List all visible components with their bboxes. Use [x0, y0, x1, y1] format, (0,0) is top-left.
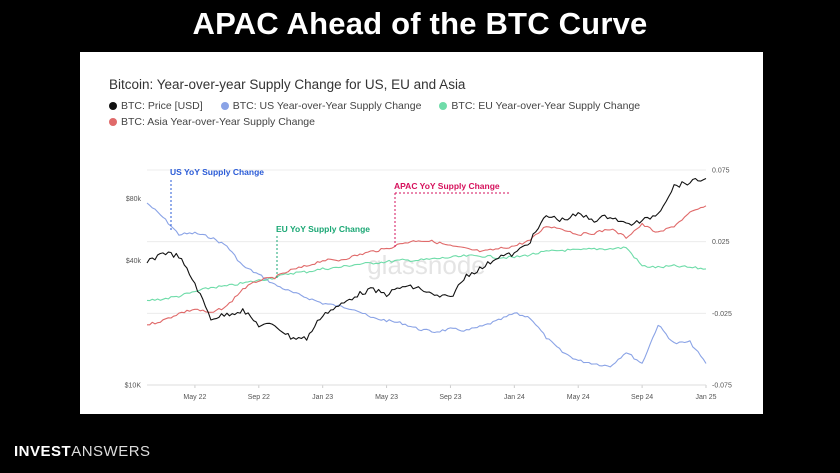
- left-tick-label: $80k: [126, 196, 142, 203]
- apac-annotation-label: APAC YoY Supply Change: [394, 181, 500, 191]
- x-tick-label: May 22: [183, 394, 206, 401]
- x-tick-label: Jan 25: [695, 394, 716, 401]
- legend-label-asia: BTC: Asia Year-over-Year Supply Change: [121, 116, 315, 128]
- legend-item-us[interactable]: BTC: US Year-over-Year Supply Change: [220, 100, 422, 112]
- legend-swatch-asia: [109, 118, 117, 126]
- left-tick-label: $10K: [125, 383, 142, 390]
- legend-row-2: BTC: Asia Year-over-Year Supply Change: [109, 114, 658, 130]
- us-annotation-label: US YoY Supply Change: [170, 167, 264, 177]
- chart-title: Bitcoin: Year-over-year Supply Change fo…: [109, 77, 466, 92]
- legend-item-price[interactable]: BTC: Price [USD]: [109, 100, 203, 112]
- right-tick-label: -0.025: [712, 311, 732, 318]
- slide-title: APAC Ahead of the BTC Curve: [192, 6, 648, 41]
- x-tick-label: Sep 24: [631, 394, 653, 401]
- us-supply-series-line: [146, 202, 707, 368]
- legend-label-price: BTC: Price [USD]: [121, 100, 203, 112]
- brand-light-text: ANSWERS: [71, 443, 151, 460]
- brand-logo: INVESTANSWERS: [14, 443, 151, 460]
- legend-label-eu: BTC: EU Year-over-Year Supply Change: [451, 100, 641, 112]
- legend-swatch-eu: [439, 102, 448, 110]
- right-tick-label: -0.075: [712, 383, 732, 390]
- x-tick-label: Sep 22: [248, 394, 270, 401]
- legend-swatch-us: [220, 102, 229, 110]
- chart-legend: BTC: Price [USD] BTC: US Year-over-Year …: [109, 98, 658, 130]
- left-tick-label: $40k: [126, 258, 142, 265]
- x-tick-label: May 24: [567, 394, 590, 401]
- x-tick-label: Jan 23: [312, 394, 333, 401]
- right-tick-label: 0.025: [712, 239, 730, 246]
- right-tick-label: 0.075: [712, 168, 730, 175]
- legend-item-asia[interactable]: BTC: Asia Year-over-Year Supply Change: [109, 116, 315, 128]
- legend-item-eu[interactable]: BTC: EU Year-over-Year Supply Change: [439, 100, 640, 112]
- brand-bold-text: INVEST: [14, 443, 72, 460]
- x-tick-label: Jan 24: [504, 394, 525, 401]
- line-chart: 0.075 0.025 -0.025 -0.075 $10K $40k $80k May 22…: [125, 167, 732, 401]
- x-tick-label: May 23: [375, 394, 398, 401]
- legend-row-1: BTC: Price [USD] BTC: US Year-over-Year …: [109, 98, 658, 114]
- x-tick-label: Sep 23: [439, 394, 461, 401]
- legend-swatch-price: [109, 102, 117, 110]
- legend-label-us: BTC: US Year-over-Year Supply Change: [232, 100, 422, 112]
- eu-supply-series-line: [146, 246, 707, 302]
- eu-annotation-label: EU YoY Supply Change: [276, 224, 370, 234]
- price-series-line: [146, 177, 707, 341]
- asia-supply-series-line: [147, 205, 707, 326]
- chart-panel: Bitcoin: Year-over-year Supply Change fo…: [80, 52, 763, 414]
